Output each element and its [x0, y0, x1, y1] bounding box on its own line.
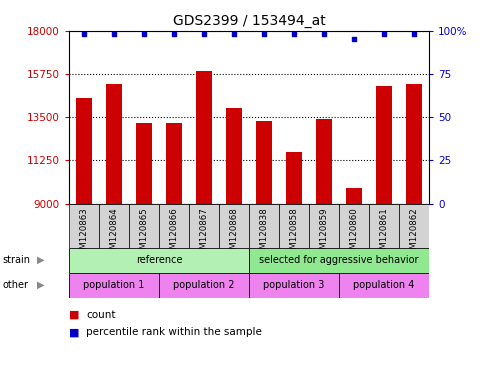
Point	[290, 31, 298, 37]
Bar	[159, 204, 189, 248]
Bar	[279, 204, 309, 248]
Bar	[369, 204, 399, 248]
Text: GSM120866: GSM120866	[170, 207, 178, 260]
Bar	[399, 204, 429, 248]
Bar	[256, 121, 272, 204]
Bar	[99, 204, 129, 248]
Text: selected for aggressive behavior: selected for aggressive behavior	[259, 255, 419, 265]
Text: population 2: population 2	[173, 280, 235, 290]
Bar	[136, 123, 152, 204]
Text: GSM120865: GSM120865	[140, 207, 148, 260]
Point	[200, 31, 208, 37]
Bar	[219, 204, 249, 248]
Text: count: count	[86, 310, 116, 320]
Point	[320, 31, 328, 37]
Text: GSM120863: GSM120863	[79, 207, 89, 260]
Bar	[339, 273, 429, 298]
Bar	[189, 204, 219, 248]
Bar	[69, 204, 99, 248]
Bar	[339, 204, 369, 248]
Bar	[249, 248, 429, 273]
Bar	[376, 86, 392, 204]
Text: GSM120861: GSM120861	[380, 207, 388, 260]
Text: percentile rank within the sample: percentile rank within the sample	[86, 327, 262, 337]
Text: GSM120862: GSM120862	[409, 207, 419, 260]
Bar	[159, 273, 249, 298]
Bar	[226, 108, 242, 204]
Point	[170, 31, 178, 37]
Point	[230, 31, 238, 37]
Bar	[309, 204, 339, 248]
Bar	[316, 119, 332, 204]
Text: reference: reference	[136, 255, 182, 265]
Text: GSM120860: GSM120860	[350, 207, 358, 260]
Bar	[69, 273, 159, 298]
Point	[260, 31, 268, 37]
Bar	[129, 204, 159, 248]
Bar	[249, 273, 339, 298]
Bar	[406, 84, 422, 204]
Text: ■: ■	[69, 327, 79, 337]
Bar	[286, 152, 302, 204]
Bar	[166, 123, 182, 204]
Text: GSM120838: GSM120838	[259, 207, 269, 260]
Text: strain: strain	[2, 255, 31, 265]
Text: GSM120864: GSM120864	[109, 207, 118, 260]
Point	[380, 31, 388, 37]
Text: ▶: ▶	[37, 255, 44, 265]
Text: ▶: ▶	[37, 280, 44, 290]
Text: ■: ■	[69, 310, 79, 320]
Text: GSM120867: GSM120867	[200, 207, 209, 260]
Text: GSM120859: GSM120859	[319, 207, 328, 260]
Bar	[69, 248, 249, 273]
Text: GSM120868: GSM120868	[229, 207, 239, 260]
Point	[410, 31, 418, 37]
Bar	[249, 204, 279, 248]
Point	[110, 31, 118, 37]
Text: population 1: population 1	[83, 280, 144, 290]
Bar	[346, 188, 362, 204]
Point	[140, 31, 148, 37]
Point	[350, 36, 358, 42]
Text: population 4: population 4	[353, 280, 415, 290]
Text: population 3: population 3	[263, 280, 324, 290]
Title: GDS2399 / 153494_at: GDS2399 / 153494_at	[173, 14, 325, 28]
Point	[80, 31, 88, 37]
Bar	[196, 71, 212, 204]
Text: other: other	[2, 280, 29, 290]
Bar	[76, 98, 92, 204]
Text: GSM120858: GSM120858	[289, 207, 298, 260]
Bar	[106, 84, 122, 204]
